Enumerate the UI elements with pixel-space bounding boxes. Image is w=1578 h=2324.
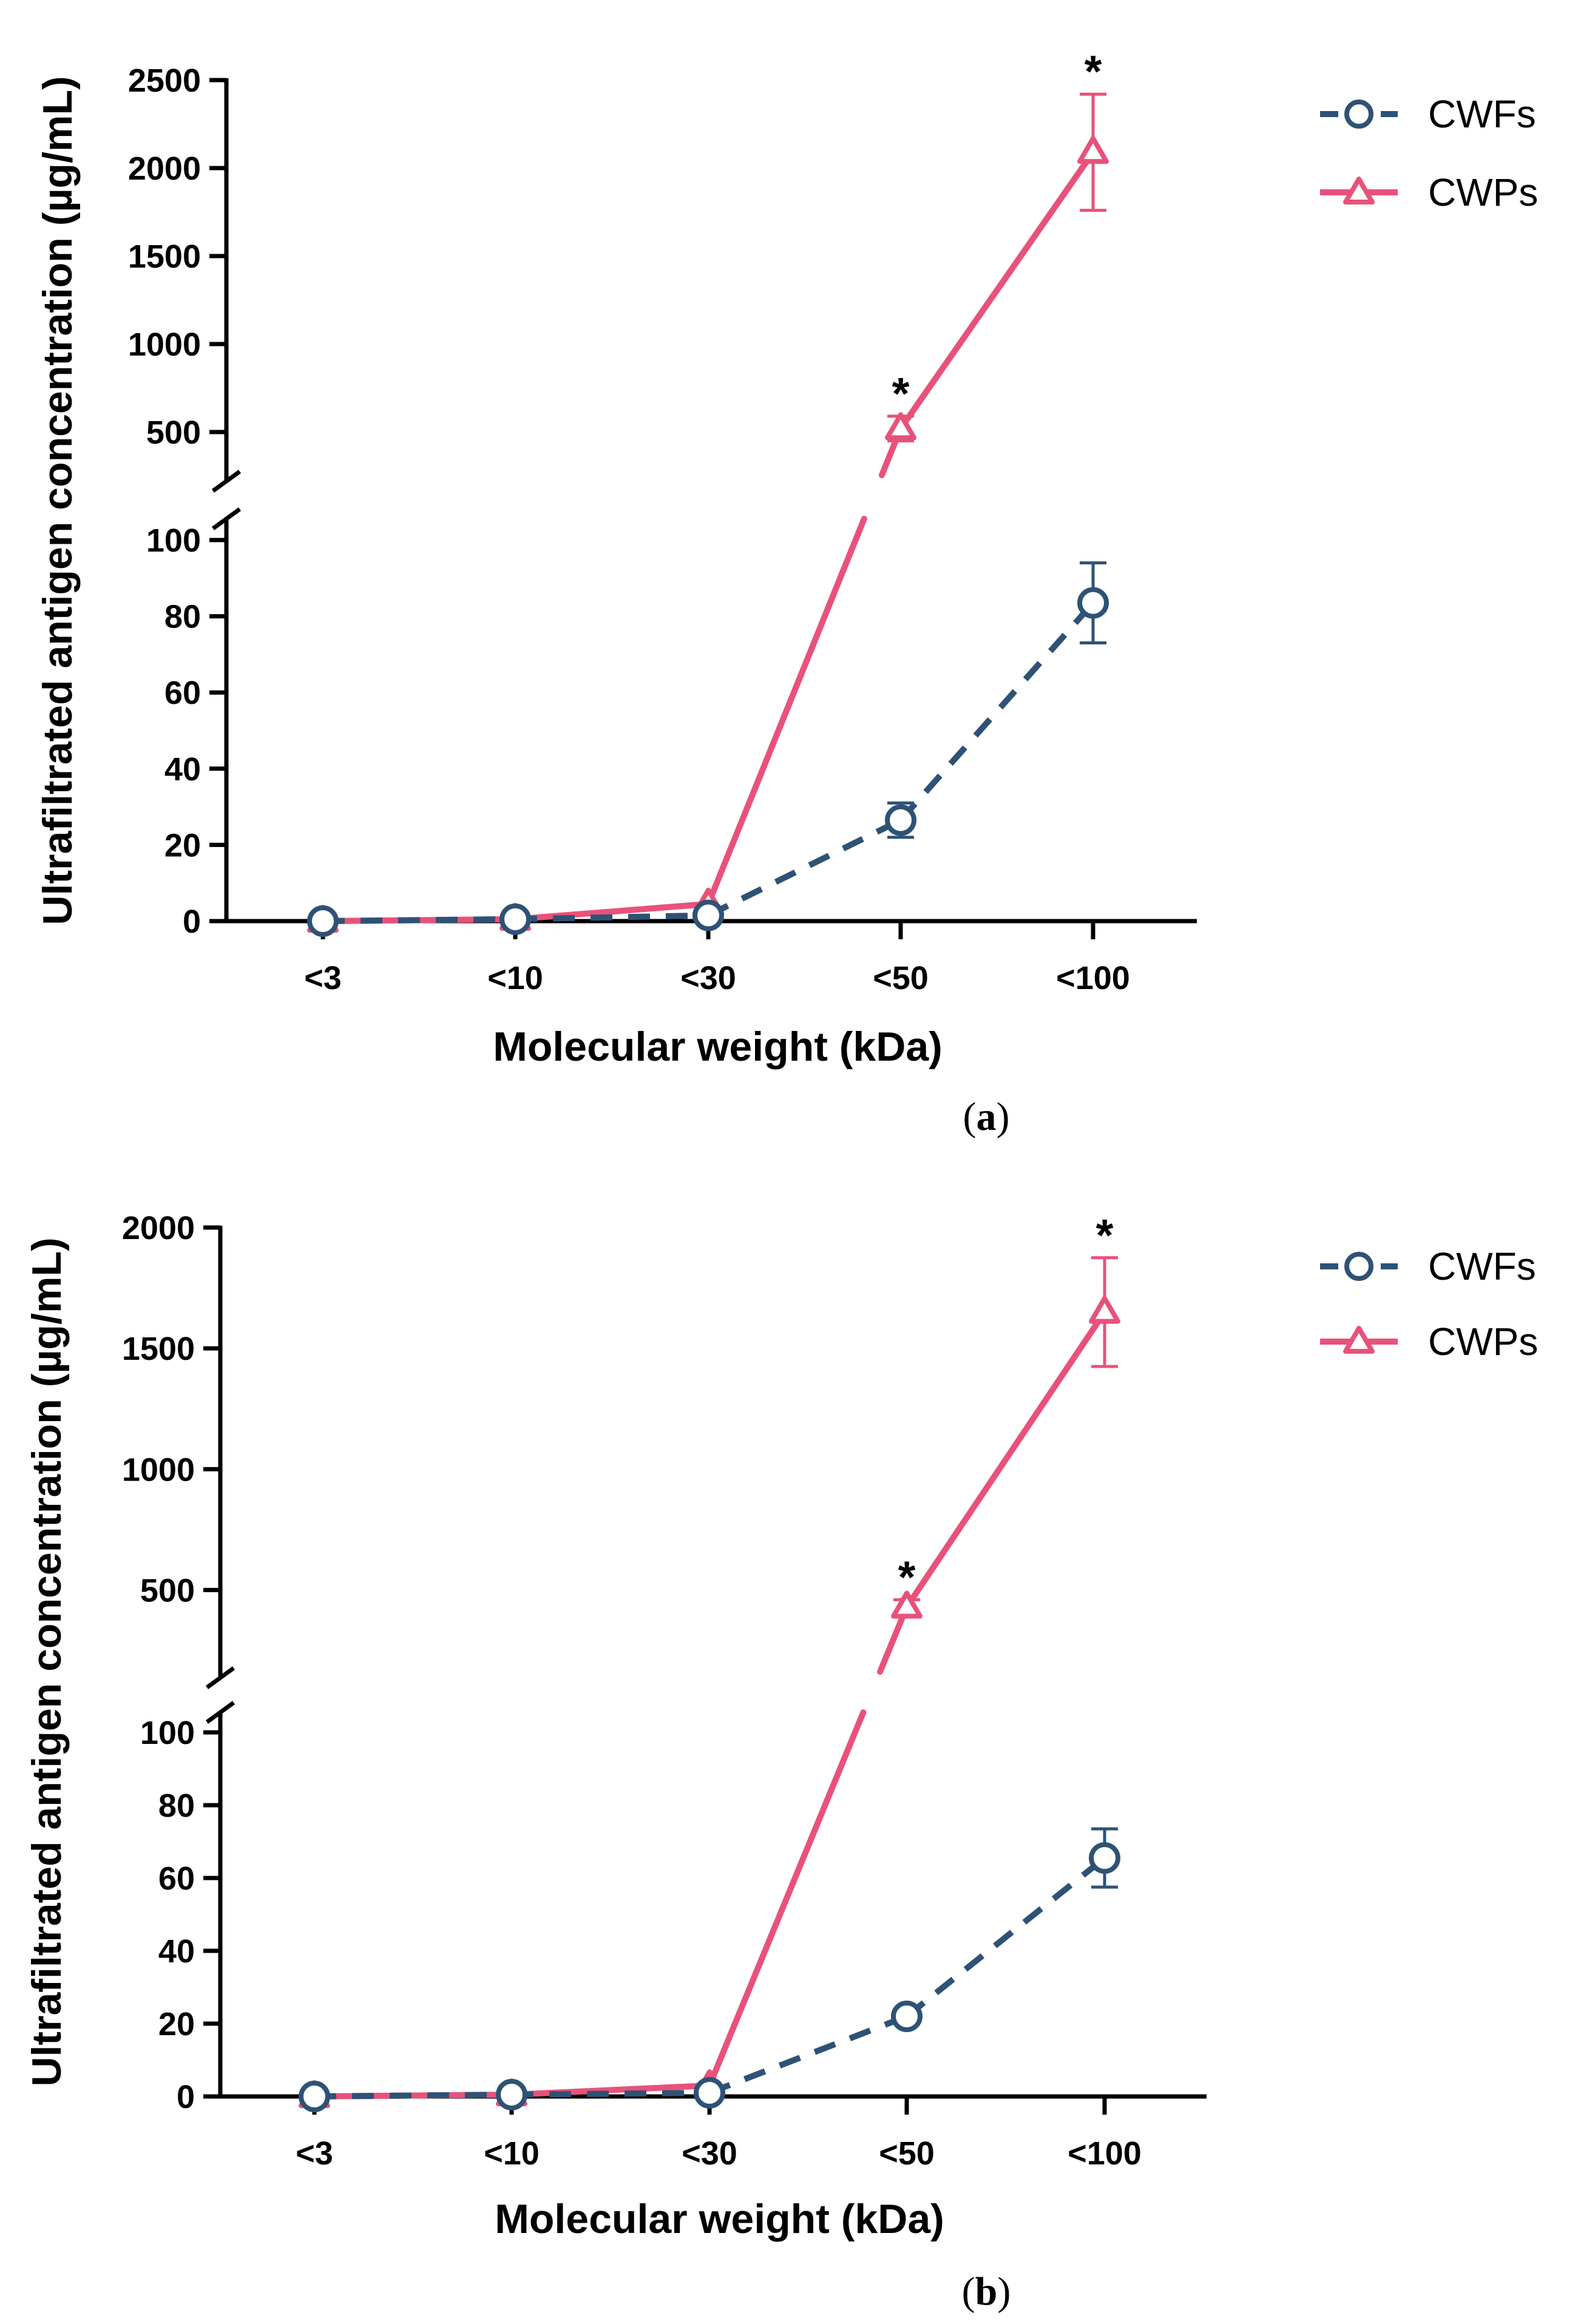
data-point-triangle	[1077, 136, 1109, 164]
panel-label-open-paren: (	[963, 1095, 977, 1139]
series-line-segment	[898, 149, 1096, 432]
chart-panel-a: 0 20 40 60 80 100 500 1000 1500 2000 2500 <3 <10 <30 <…	[35, 46, 1538, 1139]
series-cwfs	[299, 1827, 1120, 2112]
legend: CWFs CWPs	[1320, 92, 1538, 214]
y-tick-label: 1000	[128, 326, 201, 363]
legend-label: CWFs	[1428, 92, 1536, 136]
series-cwps: **	[307, 46, 1109, 933]
data-point-circle	[299, 2081, 330, 2112]
legend-marker-triangle	[1343, 177, 1375, 204]
y-tick-label: 2500	[128, 62, 201, 99]
data-point-circle	[496, 2079, 527, 2110]
y-tick-label: 2000	[128, 150, 201, 187]
data-point-triangle	[1089, 1295, 1120, 1324]
y-axis-title: Ultrafiltrated antigen concentration (µg…	[35, 76, 81, 925]
series-line-segment	[511, 2090, 710, 2098]
legend-item-cwfs: CWFs	[1320, 1245, 1536, 1288]
y-tick-label: 500	[140, 1572, 195, 1609]
series-line-segment	[708, 2013, 908, 2096]
y-tick-label: 80	[164, 599, 201, 635]
axis-break-mark-lower	[211, 507, 242, 530]
series-line-segment	[515, 912, 709, 922]
y-tick-label: 60	[164, 675, 201, 711]
y-tick-label: 1000	[122, 1451, 195, 1488]
series-line-segment	[706, 1709, 867, 2089]
panel-label-letter: a	[977, 1095, 997, 1139]
legend-label: CWPs	[1428, 1320, 1538, 1363]
data-point-triangle	[885, 412, 916, 441]
series-line-segment	[904, 1309, 1108, 1610]
x-tick-label: <100	[1068, 2135, 1142, 2172]
x-tick-label: <10	[487, 960, 543, 996]
panel-label-close-paren: )	[997, 2269, 1011, 2314]
y-tick-label: 20	[158, 2006, 195, 2042]
x-tick-label: <30	[682, 2135, 737, 2172]
y-tick-label: 1500	[122, 1331, 195, 1367]
x-tick-label: <50	[873, 960, 929, 996]
y-tick-label: 0	[177, 2079, 195, 2115]
series-cwfs	[307, 561, 1109, 937]
data-point-circle	[307, 905, 339, 937]
panel-label: (a)	[963, 1095, 1010, 1139]
y-tick-label: 60	[158, 1860, 195, 1897]
y-tick-label: 500	[146, 414, 201, 451]
legend-marker-circle	[1344, 100, 1373, 129]
y-tick-label: 100	[146, 522, 201, 559]
y-tick-label: 40	[164, 751, 201, 788]
data-point-circle	[1077, 587, 1109, 619]
data-point-circle	[885, 804, 916, 836]
legend-label: CWPs	[1428, 171, 1538, 214]
y-tick-label: 40	[158, 1933, 195, 1970]
legend-item-cwps: CWPs	[1320, 171, 1538, 214]
x-tick-label: <3	[304, 960, 342, 996]
x-tick-label: <3	[296, 2135, 333, 2172]
significance-marker: *	[898, 1552, 916, 1602]
x-tick-label: <30	[680, 960, 736, 996]
y-axis-title: Ultrafiltrated antigen concentration (µg…	[24, 1237, 70, 2086]
data-point-circle	[694, 2077, 725, 2109]
data-point-circle	[1089, 1842, 1120, 1874]
series-line-segment	[705, 516, 867, 907]
legend: CWFs CWPs	[1320, 1245, 1538, 1363]
y-tick-label: 0	[183, 904, 201, 940]
chart-panel-b: 0 20 40 60 80 100 500 1000 1500 2000 <3 <10 <30 <50 <1…	[24, 1210, 1538, 2314]
panel-label: (b)	[962, 2269, 1011, 2314]
y-tick-label: 2000	[122, 1210, 195, 1246]
series-line-segment	[904, 1856, 1107, 2019]
axis-break-mark-upper	[211, 470, 242, 493]
x-tick-label: <50	[879, 2135, 935, 2172]
data-point-circle	[692, 899, 724, 931]
legend-marker-triangle	[1343, 1326, 1375, 1354]
significance-marker: *	[1085, 46, 1102, 96]
legend-marker-circle	[1344, 1252, 1373, 1281]
series-line-segment	[314, 2092, 512, 2099]
series-cwps: **	[299, 1210, 1120, 2109]
y-tick-label: 80	[158, 1788, 195, 1824]
x-tick-label: <10	[484, 2135, 540, 2172]
axis-break-mark-upper	[205, 1666, 235, 1689]
axis-break-mark-lower	[205, 1701, 235, 1724]
panel-label-open-paren: (	[962, 2269, 975, 2314]
y-tick-label: 20	[164, 827, 201, 863]
significance-marker: *	[1096, 1210, 1114, 1260]
series-line-segment	[898, 601, 1095, 822]
legend-item-cwps: CWPs	[1320, 1320, 1538, 1363]
data-point-circle	[499, 903, 531, 935]
series-line-segment	[512, 900, 711, 922]
y-tick-label: 1500	[128, 238, 201, 275]
series-line-segment	[509, 2082, 713, 2098]
series-line-segment	[322, 916, 516, 924]
data-point-circle	[891, 2001, 923, 2032]
legend-item-cwfs: CWFs	[1320, 92, 1536, 136]
y-tick-label: 100	[140, 1715, 195, 1751]
data-point-triangle	[891, 1590, 923, 1619]
x-tick-label: <100	[1056, 960, 1130, 996]
significance-marker: *	[892, 368, 910, 419]
panel-label-close-paren: )	[997, 1095, 1010, 1139]
panel-label-letter: b	[975, 2269, 998, 2314]
x-axis-title: Molecular weight (kDa)	[493, 1024, 943, 1070]
legend-label: CWFs	[1428, 1245, 1536, 1288]
x-axis-title: Molecular weight (kDa)	[495, 2196, 944, 2242]
